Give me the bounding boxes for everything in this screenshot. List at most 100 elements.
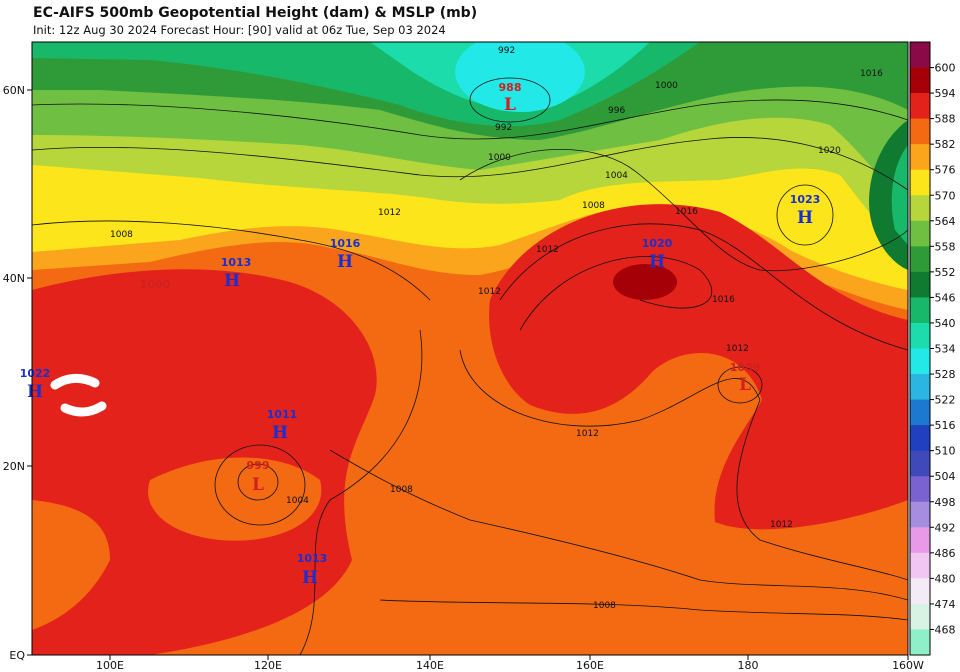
colorbar-label: 468: [935, 623, 956, 636]
colorbar-swatch: [910, 450, 930, 477]
colorbar-swatch: [910, 501, 930, 528]
colorbar-swatch: [910, 629, 930, 656]
colorbar-swatch: [910, 195, 930, 222]
contour-label: 1008: [110, 230, 133, 240]
contour-label: 996: [608, 106, 625, 116]
colorbar-label: 582: [935, 138, 956, 151]
colorbar-swatch: [910, 322, 930, 349]
colorbar-swatch: [910, 527, 930, 554]
colorbar-label: 552: [935, 266, 956, 279]
map: 992 996 992 1000 1000 1004 1008 1012 101…: [32, 42, 908, 655]
pressure-centers: 988 L 1016 H 1020 H 1023 H 1013 H 1009 L…: [20, 81, 821, 588]
colorbar-swatch: [910, 67, 930, 94]
contour-label: 1020: [818, 146, 841, 156]
system-symbol: H: [797, 208, 813, 228]
colorbar-swatch: [910, 144, 930, 171]
system-symbol: L: [252, 475, 264, 495]
colorbar-swatch: [910, 552, 930, 579]
system-value: 1013: [221, 256, 252, 269]
system-symbol: H: [272, 423, 288, 443]
colorbar-label: 588: [935, 113, 956, 126]
contour-label: 1004: [605, 171, 628, 181]
lon-label: 120E: [254, 659, 282, 672]
colorbar-label: 516: [935, 419, 956, 432]
system-value: 1023: [790, 193, 821, 206]
system-value: 1013: [297, 552, 328, 565]
contour-label: 992: [498, 46, 515, 56]
colorbar-swatch: [910, 578, 930, 605]
system-symbol: L: [504, 95, 516, 115]
system-symbol: H: [224, 271, 240, 291]
colorbar-label: 474: [935, 598, 956, 611]
contour-label: 1016: [675, 207, 698, 217]
colorbar-label: 486: [935, 547, 956, 560]
contour-label: 1000: [655, 81, 678, 91]
contour-label: 1008: [390, 485, 413, 495]
contour-label: 1012: [726, 344, 749, 354]
colorbar-label: 558: [935, 240, 956, 253]
contour-label: 1000: [488, 153, 511, 163]
colorbar-label: 600: [935, 62, 956, 75]
system-value: 1011: [267, 408, 298, 421]
colorbar-swatch: [910, 399, 930, 426]
system-value: 1009: [730, 361, 761, 374]
system-symbol: H: [649, 252, 665, 272]
system-symbol: H: [27, 382, 43, 402]
colorbar-label: 528: [935, 368, 956, 381]
colorbar-label: 534: [935, 343, 956, 356]
colorbar-label: 498: [935, 496, 956, 509]
lon-label: 180: [738, 659, 759, 672]
colorbar-label: 540: [935, 317, 956, 330]
map-frame: [31, 41, 909, 656]
system-symbol: H: [302, 568, 318, 588]
contour-label: 1008: [593, 601, 616, 611]
system-value: 1000: [140, 278, 171, 291]
lat-label: EQ: [9, 649, 25, 662]
system-value: 1022: [20, 367, 51, 380]
colorbar-swatch: [910, 374, 930, 401]
colorbar-label: 522: [935, 394, 956, 407]
colorbar-swatch: [910, 297, 930, 324]
colorbar-swatch: [910, 348, 930, 375]
system-symbol: L: [739, 375, 751, 395]
colorbar-label: 492: [935, 521, 956, 534]
colorbar-swatch: [910, 425, 930, 452]
colorbar-label: 480: [935, 572, 956, 585]
colorbar-swatch: [910, 93, 930, 120]
system-value: 999: [247, 459, 270, 472]
contour-label: 1012: [576, 429, 599, 439]
colorbar-label: 564: [935, 215, 956, 228]
colorbar-label: 576: [935, 164, 956, 177]
contour-label: 1016: [712, 295, 735, 305]
contour-label: 992: [495, 123, 512, 133]
contour-label: 1016: [860, 69, 883, 79]
colorbar-label: 504: [935, 470, 956, 483]
colorbar: 600 594 588 582 576 570 564 558 552 546 540 534 528 5…: [909, 41, 956, 656]
colorbar-swatch: [910, 246, 930, 273]
system-value: 988: [499, 81, 522, 94]
colorbar-swatch: [910, 220, 930, 247]
lat-label: 20N: [3, 460, 25, 473]
lon-label: 160E: [576, 659, 604, 672]
colorbar-label: 510: [935, 445, 956, 458]
system-value: 1016: [330, 237, 361, 250]
colorbar-swatch: [910, 271, 930, 298]
colorbar-swatch: [910, 476, 930, 503]
lon-label: 160W: [892, 659, 924, 672]
system-symbol: H: [337, 252, 353, 272]
colorbar-swatch: [910, 118, 930, 145]
contour-label: 1012: [536, 245, 559, 255]
contour-label: 1012: [378, 208, 401, 218]
colorbar-label: 546: [935, 291, 956, 304]
lat-label: 40N: [3, 272, 25, 285]
system-value: 1020: [642, 237, 673, 250]
colorbar-swatch: [910, 603, 930, 630]
title: EC-AIFS 500mb Geopotential Height (dam) …: [33, 5, 477, 21]
contour-label: 1004: [286, 496, 309, 506]
colorbar-label: 594: [935, 87, 956, 100]
colorbar-label: 570: [935, 189, 956, 202]
contour-label: 1012: [478, 287, 501, 297]
lon-label: 100E: [96, 659, 124, 672]
lon-label: 140E: [416, 659, 444, 672]
